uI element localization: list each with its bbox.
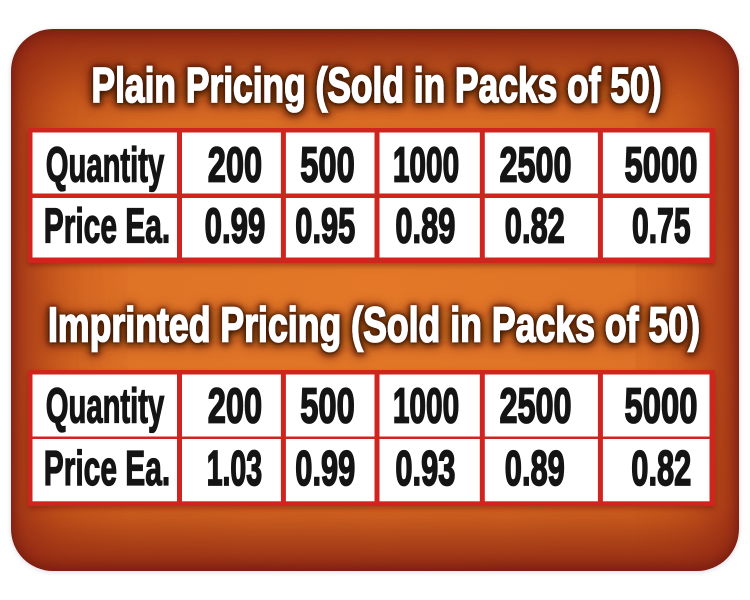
svg-text:1.03: 1.03 xyxy=(207,441,262,496)
svg-text:200: 200 xyxy=(208,379,262,434)
svg-text:0.89: 0.89 xyxy=(505,441,565,496)
svg-text:500: 500 xyxy=(300,138,355,193)
svg-text:0.99: 0.99 xyxy=(295,441,355,496)
svg-text:0.75: 0.75 xyxy=(632,198,691,253)
svg-text:2500: 2500 xyxy=(499,138,571,193)
svg-text:1000: 1000 xyxy=(393,138,459,193)
svg-text:0.82: 0.82 xyxy=(505,198,565,253)
svg-text:5000: 5000 xyxy=(625,138,698,193)
svg-text:Plain Pricing (Sold in Packs o: Plain Pricing (Sold in Packs of 50) xyxy=(92,58,662,113)
svg-text:0.89: 0.89 xyxy=(395,198,455,253)
svg-text:0.82: 0.82 xyxy=(631,441,691,496)
svg-text:1000: 1000 xyxy=(393,379,459,434)
svg-text:500: 500 xyxy=(300,379,355,434)
svg-text:0.95: 0.95 xyxy=(295,198,355,253)
svg-text:2500: 2500 xyxy=(499,379,571,434)
svg-text:200: 200 xyxy=(208,138,262,193)
svg-text:Price Ea.: Price Ea. xyxy=(44,198,171,253)
svg-text:Quantity: Quantity xyxy=(46,379,165,434)
svg-text:Imprinted Pricing (Sold in Pac: Imprinted Pricing (Sold in Packs of 50) xyxy=(48,297,700,352)
svg-text:0.99: 0.99 xyxy=(205,198,266,253)
svg-text:5000: 5000 xyxy=(625,379,698,434)
svg-text:Quantity: Quantity xyxy=(46,138,165,193)
svg-text:0.93: 0.93 xyxy=(395,441,455,496)
svg-text:Price Ea.: Price Ea. xyxy=(44,441,171,496)
